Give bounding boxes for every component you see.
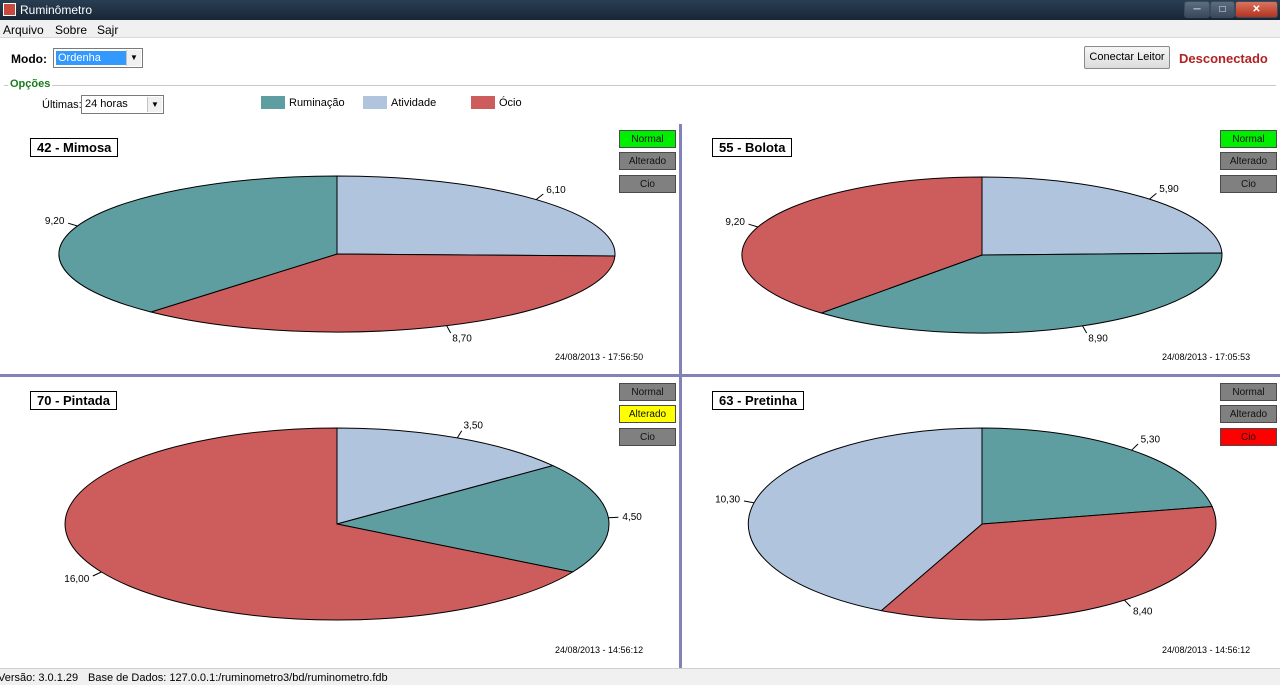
slice-label-leader bbox=[608, 516, 619, 519]
reading-timestamp: 24/08/2013 - 14:56:12 bbox=[1162, 645, 1251, 655]
legend-swatch bbox=[471, 96, 495, 109]
panel-divider-vertical bbox=[679, 124, 682, 668]
maximize-button[interactable]: □ bbox=[1210, 1, 1235, 18]
slice-value-label: 8,70 bbox=[452, 334, 472, 345]
legend-label: Ruminação bbox=[289, 97, 345, 109]
animal-title: 63 - Pretinha bbox=[712, 391, 805, 410]
slice-label-leader bbox=[743, 500, 754, 504]
status-alterado-button[interactable]: Alterado bbox=[1220, 405, 1277, 423]
slice-label-leader bbox=[92, 571, 102, 577]
slice-value-label: 4,50 bbox=[622, 512, 642, 523]
slice-value-label: 9,20 bbox=[725, 217, 745, 228]
animal-panel-42-mimosa: 6,10 8,70 9,20 42 - Mimosa Normal Alterado Cio… bbox=[0, 124, 679, 374]
window-title: Ruminômetro bbox=[20, 3, 93, 17]
slice-label-leader bbox=[456, 430, 463, 439]
menu-sobre[interactable]: Sobre bbox=[55, 23, 88, 37]
slice-value-label: 16,00 bbox=[64, 574, 89, 585]
status-alterado-button[interactable]: Alterado bbox=[619, 405, 676, 423]
pie-slice-atividade bbox=[981, 176, 1223, 256]
pie-slice-atividade bbox=[336, 175, 616, 257]
toolbar: Modo: Ordenha ▼ Conectar Leitor Desconec… bbox=[0, 39, 1280, 77]
slice-label-leader bbox=[1131, 443, 1139, 451]
pie-chart: 6,10 8,70 9,20 bbox=[45, 175, 616, 345]
pie-slice-atividade bbox=[336, 427, 555, 525]
pie-chart: 5,90 8,90 9,20 bbox=[725, 176, 1223, 345]
legend-swatch bbox=[261, 96, 285, 109]
version-text: Versão: 3.0.1.29 bbox=[0, 672, 79, 684]
legend-swatch bbox=[363, 96, 387, 109]
ultimas-dropdown[interactable]: 24 horas ▼ bbox=[81, 95, 164, 114]
status-normal-button[interactable]: Normal bbox=[619, 130, 676, 148]
slice-label-leader bbox=[748, 223, 759, 228]
slice-label-leader bbox=[1149, 193, 1157, 200]
animal-panel-63-pretinha: 5,30 8,40 10,30 63 - Pretinha Normal Alterado… bbox=[682, 377, 1280, 668]
slice-value-label: 5,30 bbox=[1141, 434, 1161, 445]
legend-label: Ócio bbox=[499, 97, 522, 109]
status-normal-button[interactable]: Normal bbox=[1220, 130, 1277, 148]
connection-status: Desconectado bbox=[1179, 51, 1268, 66]
modo-selected-value: Ordenha bbox=[56, 51, 126, 65]
menu-arquivo[interactable]: Arquivo bbox=[3, 23, 44, 37]
menu-sair[interactable]: Sajr bbox=[97, 23, 119, 37]
pie-slice-ocio bbox=[741, 176, 983, 314]
slice-value-label: 5,90 bbox=[1159, 184, 1179, 195]
status-cio-button[interactable]: Cio bbox=[619, 428, 676, 446]
animal-title: 42 - Mimosa bbox=[30, 138, 119, 157]
animal-title: 55 - Bolota bbox=[712, 138, 793, 157]
reading-timestamp: 24/08/2013 - 17:05:53 bbox=[1162, 352, 1251, 362]
reading-timestamp: 24/08/2013 - 14:56:12 bbox=[555, 645, 644, 655]
database-path: Base de Dados: 127.0.0.1:/ruminometro3/b… bbox=[88, 672, 388, 684]
animal-panels-grid: 6,10 8,70 9,20 42 - Mimosa Normal Alterado Cio… bbox=[0, 124, 1280, 668]
slice-value-label: 6,10 bbox=[546, 185, 566, 196]
app-icon bbox=[3, 3, 16, 16]
modo-dropdown[interactable]: Ordenha ▼ bbox=[53, 48, 143, 68]
slice-value-label: 8,40 bbox=[1133, 606, 1153, 617]
connect-reader-button[interactable]: Conectar Leitor bbox=[1084, 46, 1170, 69]
status-normal-button[interactable]: Normal bbox=[619, 383, 676, 401]
options-frame bbox=[4, 85, 1276, 123]
slice-value-label: 9,20 bbox=[45, 216, 65, 227]
options-legend: Opções bbox=[8, 78, 53, 90]
options-group: Opções Últimas: 24 horas ▼ Ruminação Ati… bbox=[0, 78, 1280, 124]
status-normal-button[interactable]: Normal bbox=[1220, 383, 1277, 401]
close-button[interactable]: ✕ bbox=[1235, 1, 1278, 18]
slice-label-leader bbox=[535, 193, 544, 200]
status-bar: Versão: 3.0.1.29 Base de Dados: 127.0.0.… bbox=[0, 668, 1280, 685]
slice-label-leader bbox=[1124, 599, 1131, 607]
slice-value-label: 3,50 bbox=[464, 420, 484, 431]
pie-slice-ocio bbox=[880, 505, 1217, 621]
panel-divider-horizontal bbox=[0, 374, 1280, 377]
animal-panel-70-pintada: 3,50 4,50 16,00 70 - Pintada Normal Alterado C… bbox=[0, 377, 679, 668]
minimize-button[interactable]: ─ bbox=[1184, 1, 1210, 18]
reading-timestamp: 24/08/2013 - 17:56:50 bbox=[555, 352, 644, 362]
slice-value-label: 10,30 bbox=[715, 495, 740, 506]
slice-value-label: 8,90 bbox=[1088, 334, 1108, 345]
slice-label-leader bbox=[446, 325, 452, 334]
pie-chart: 3,50 4,50 16,00 bbox=[64, 420, 642, 621]
ultimas-label: Últimas: bbox=[42, 99, 82, 111]
title-bar: Ruminômetro ─ □ ✕ bbox=[0, 0, 1280, 20]
slice-label-leader bbox=[1082, 325, 1088, 334]
pie-chart: 5,30 8,40 10,30 bbox=[715, 427, 1217, 621]
animal-panel-55-bolota: 5,90 8,90 9,20 55 - Bolota Normal Alterado Cio… bbox=[682, 124, 1280, 374]
ultimas-selected-value: 24 horas bbox=[85, 98, 128, 110]
legend-label: Atividade bbox=[391, 97, 437, 109]
menu-bar: Arquivo Sobre Sajr bbox=[0, 20, 1280, 38]
status-cio-button[interactable]: Cio bbox=[1220, 428, 1277, 446]
chevron-down-icon[interactable]: ▼ bbox=[147, 97, 162, 112]
modo-label: Modo: bbox=[11, 52, 47, 66]
slice-label-leader bbox=[67, 222, 78, 227]
animal-title: 70 - Pintada bbox=[30, 391, 117, 410]
status-cio-button[interactable]: Cio bbox=[1220, 175, 1277, 193]
status-cio-button[interactable]: Cio bbox=[619, 175, 676, 193]
chevron-down-icon[interactable]: ▼ bbox=[126, 50, 141, 66]
pie-slice-atividade bbox=[747, 427, 983, 612]
status-alterado-button[interactable]: Alterado bbox=[1220, 152, 1277, 170]
pie-slice-ocio bbox=[64, 427, 574, 621]
status-alterado-button[interactable]: Alterado bbox=[619, 152, 676, 170]
